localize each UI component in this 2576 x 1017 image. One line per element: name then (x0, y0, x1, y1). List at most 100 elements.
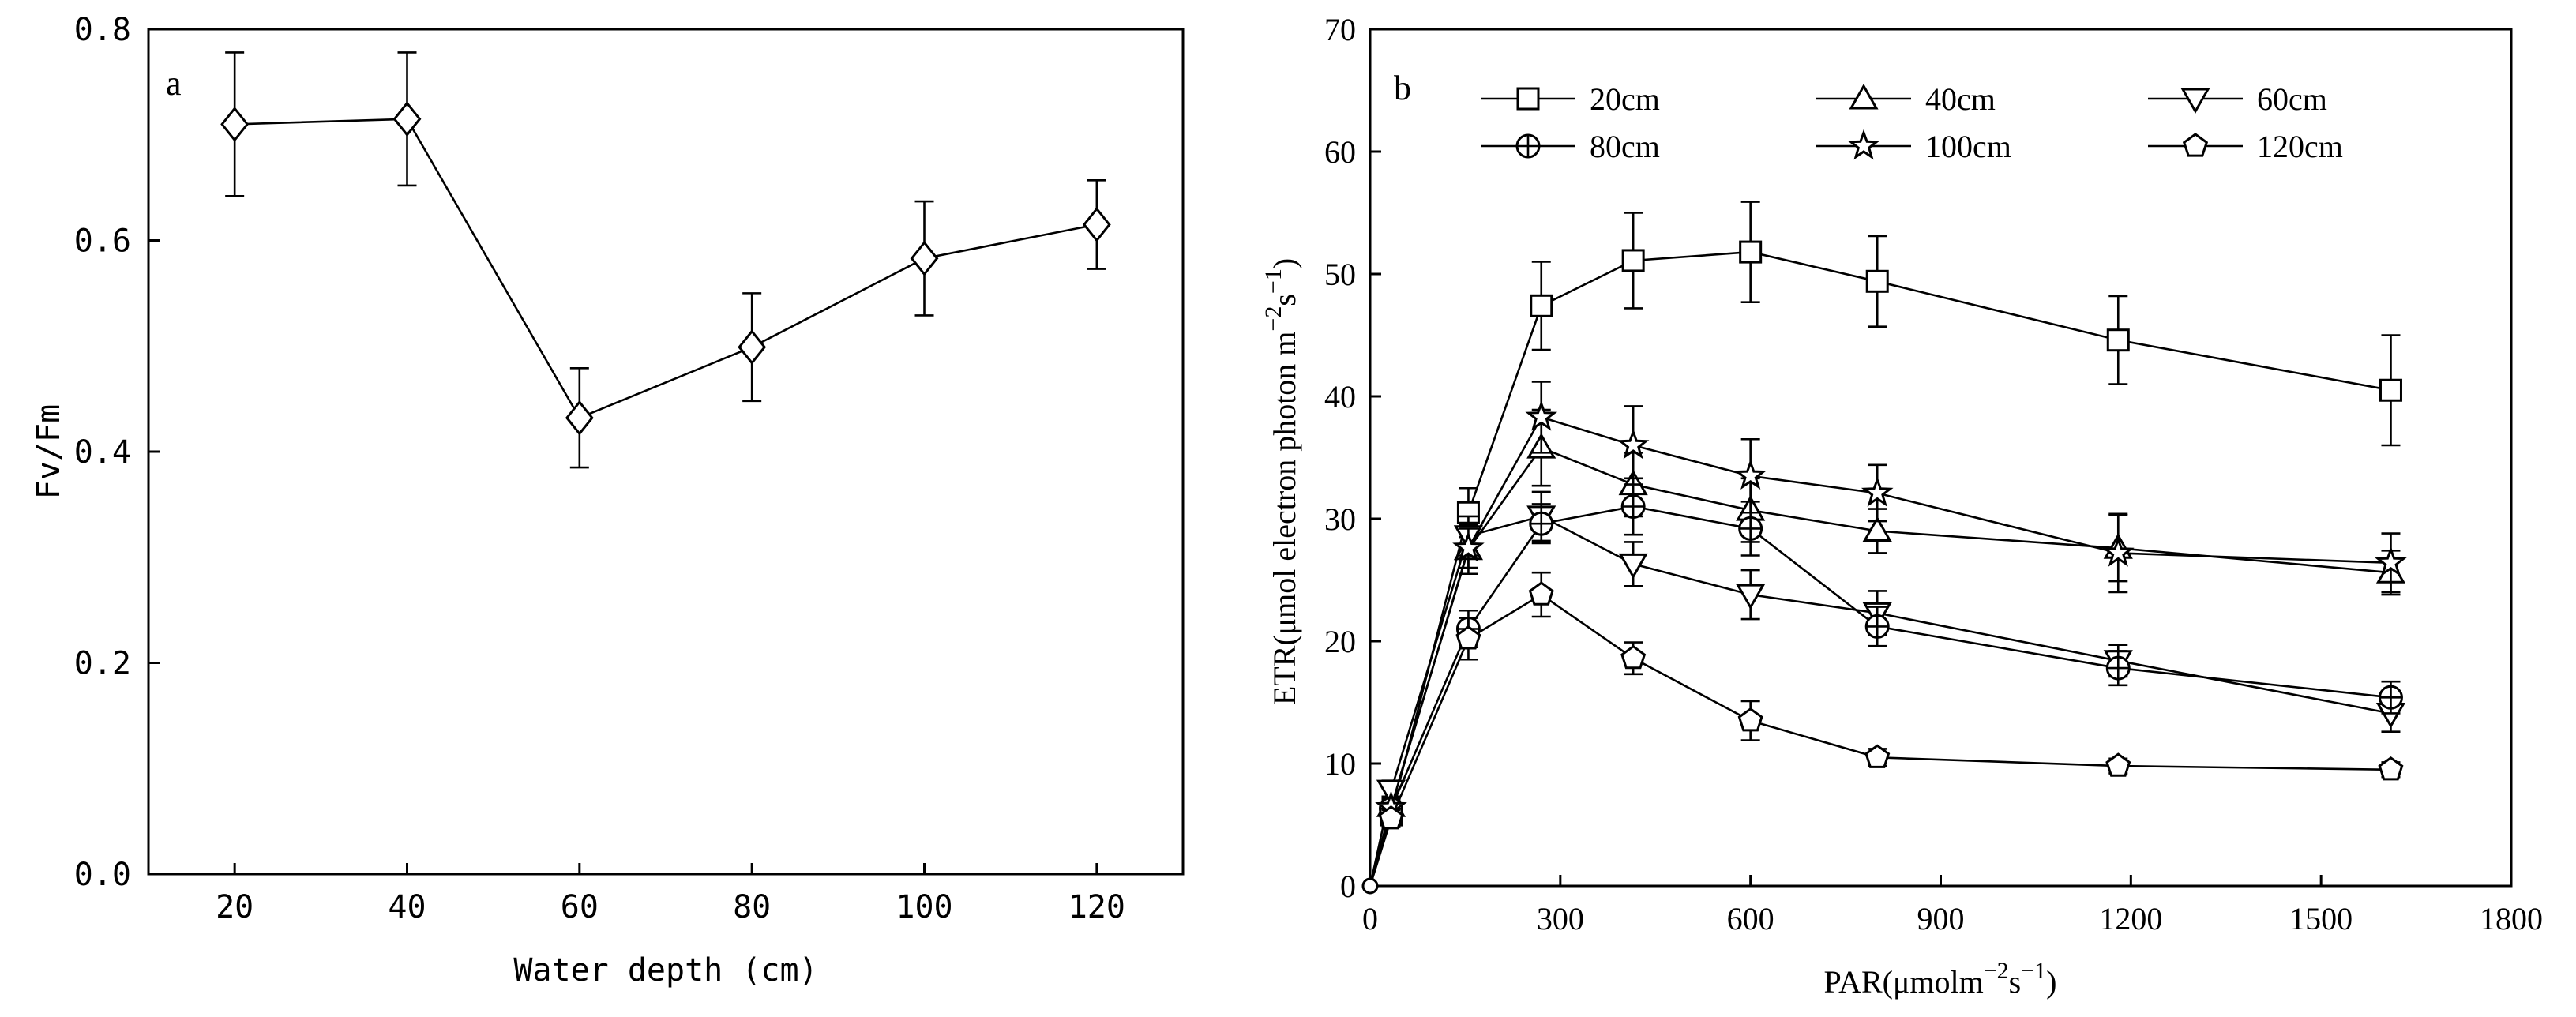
panel-b-legend: 20cm 40cm 60cm 80cm 100cm 120cm (1481, 81, 2343, 164)
panel-b-y-axis-label-mid: s (1267, 294, 1302, 306)
panel-b-series-100cm-point (1734, 459, 1767, 490)
panel-b-y-tick-label: 60 (1324, 134, 1356, 170)
panel-b-y-axis-label: ETR(μmol electron photon m−2s−1) (1260, 258, 1302, 705)
panel-b-series-80cm-point (1864, 614, 1890, 639)
panel-b-series-80cm-point (1529, 511, 1554, 536)
panel-a-x-tick-label: 100 (896, 889, 952, 925)
panel-b-series-60cm-point (1736, 584, 1766, 610)
panel-b-series-80cm-point (1738, 516, 1763, 541)
panel-b-series-120cm (1369, 571, 2404, 887)
panel-a-x-tick-label: 20 (216, 889, 253, 925)
legend-item-80cm: 80cm (1481, 129, 1660, 164)
panel-b-series-80cm-line (1369, 505, 2391, 887)
panel-b-x-tick-label: 300 (1537, 901, 1584, 936)
panel-a-data-point (565, 400, 594, 436)
panel-b-series-20cm-point (1621, 249, 1645, 272)
panel-b-series-20cm (1369, 201, 2402, 887)
panel-b-x-tick-label: 0 (1362, 901, 1378, 936)
panel-a-y-axis-label: Fv/Fm (31, 404, 67, 499)
legend-item-20cm: 20cm (1481, 81, 1660, 117)
legend-marker (1849, 83, 1879, 110)
panel-b-x-tick-label: 1800 (2480, 901, 2543, 936)
legend-label: 60cm (2257, 81, 2327, 117)
panel-a-plot-frame (147, 28, 1185, 876)
panel-b-series-20cm-point (1530, 294, 1553, 317)
panel-b-x-axis-label-sup2: −1 (2021, 958, 2046, 984)
panel-b-series-120cm-point (2378, 756, 2404, 781)
panel-a-data-point (1082, 207, 1111, 242)
legend-label: 100cm (1925, 129, 2011, 164)
panel-a-chart: 20 40 60 80 100 120 0.0 0.2 0.4 0.6 0.8 a Water de… (31, 12, 1185, 989)
panel-b-series-40cm-line (1369, 446, 2391, 887)
panel-a-label: a (166, 64, 182, 103)
panel-b-series-20cm-point (1865, 269, 1889, 293)
legend-marker (2182, 133, 2209, 157)
panel-b-series-120cm-point (1378, 805, 1404, 830)
legend-item-100cm: 100cm (1816, 129, 2011, 164)
panel-b-series-60cm (1369, 490, 2406, 887)
panel-b-y-tick-label: 20 (1324, 624, 1356, 659)
panel-b-y-tick-label: 70 (1324, 12, 1356, 47)
panel-a-y-tick-label: 0.2 (74, 646, 131, 682)
panel-a-ticks: 20 40 60 80 100 120 0.0 0.2 0.4 0.6 0.8 (74, 12, 1125, 925)
panel-b-series-80cm-point (2378, 685, 2403, 710)
panel-b-x-axis-label: PAR(μmolm−2s−1) (1824, 958, 2057, 1000)
panel-a-y-tick-label: 0.6 (74, 223, 131, 260)
panel-b-y-axis-label-end: ) (1267, 258, 1302, 268)
panel-b-x-tick-label: 1500 (2289, 901, 2353, 936)
panel-b-y-axis-label-sup: −2 (1260, 306, 1286, 332)
panel-b-series-100cm-point (1617, 428, 1650, 460)
legend-marker (2180, 88, 2210, 114)
panel-b-series-80cm-point (2105, 655, 2131, 681)
panel-b-series-100cm-point (1861, 476, 1894, 507)
panel-b-series-120cm-point (1620, 644, 1647, 670)
panel-a-x-axis-label: Water depth (cm) (513, 952, 817, 989)
panel-b-x-tick-label: 1200 (2099, 901, 2162, 936)
panel-b-x-axis-label-mid: s (2009, 964, 2022, 1000)
panel-b-series-20cm-point (1456, 501, 1480, 524)
panel-b-x-axis-label-main: PAR(μmolm (1824, 964, 1984, 1000)
panel-b-series-80cm-point (1620, 494, 1646, 519)
legend-label: 80cm (1590, 129, 1660, 164)
panel-b-series-120cm-line (1369, 593, 2391, 887)
panel-a-x-tick-label: 60 (561, 889, 599, 925)
legend-item-120cm: 120cm (2148, 129, 2343, 164)
panel-b-ticks: 0 300 600 900 1200 1500 1800 0 10 20 30 40 50 60 70 (1324, 12, 2543, 936)
panel-b-x-tick-label: 600 (1727, 901, 1774, 936)
panel-b-series-120cm-point (2105, 752, 2131, 777)
panel-a-y-tick-label: 0.0 (74, 857, 131, 893)
panel-b-y-tick-label: 10 (1324, 746, 1356, 782)
panel-b-label: b (1394, 69, 1411, 107)
panel-b-series-40cm (1369, 408, 2406, 887)
panel-b-series-100cm-point (1452, 531, 1485, 562)
panel-b-origin-point (1361, 877, 1379, 895)
panel-b-x-axis-label-end: ) (2046, 964, 2056, 1000)
panel-a-data-point (910, 240, 939, 276)
panel-b-chart: 0 300 600 900 1200 1500 1800 0 10 20 30 40 50 60 70 20… (1260, 12, 2543, 1000)
legend-marker (1847, 129, 1880, 160)
panel-b-x-tick-label: 900 (1917, 901, 1965, 936)
panel-b-series-20cm-line (1369, 250, 2391, 887)
panel-a-series-line (235, 118, 1098, 419)
panel-b-series-60cm-line (1369, 515, 2391, 887)
panel-b-x-axis-label-sup: −2 (1984, 958, 2009, 984)
panel-b-series-120cm-point (1528, 581, 1554, 606)
panel-b-series-120cm-point (1737, 707, 1763, 732)
panel-b-series-120cm-point (1455, 625, 1481, 650)
panel-b-y-tick-label: 30 (1324, 501, 1356, 537)
panel-a-data-point (738, 329, 767, 365)
panel-b-y-tick-label: 40 (1324, 379, 1356, 415)
panel-b-series-20cm-point (1739, 240, 1763, 264)
panel-a-y-tick-label: 0.4 (74, 434, 131, 471)
legend-label: 20cm (1590, 81, 1660, 117)
legend-item-40cm: 40cm (1816, 81, 1996, 117)
panel-a-x-tick-label: 40 (388, 889, 426, 925)
panel-a-x-tick-label: 120 (1068, 889, 1125, 925)
panel-b-series-40cm-point (1862, 516, 1892, 542)
panel-b-y-axis-label-main: ETR(μmol electron photon m (1267, 332, 1302, 706)
panel-b-series-100cm-point (2101, 536, 2135, 567)
legend-label: 40cm (1925, 81, 1996, 117)
panel-a-series (220, 51, 1111, 469)
panel-a-x-tick-label: 80 (733, 889, 771, 925)
